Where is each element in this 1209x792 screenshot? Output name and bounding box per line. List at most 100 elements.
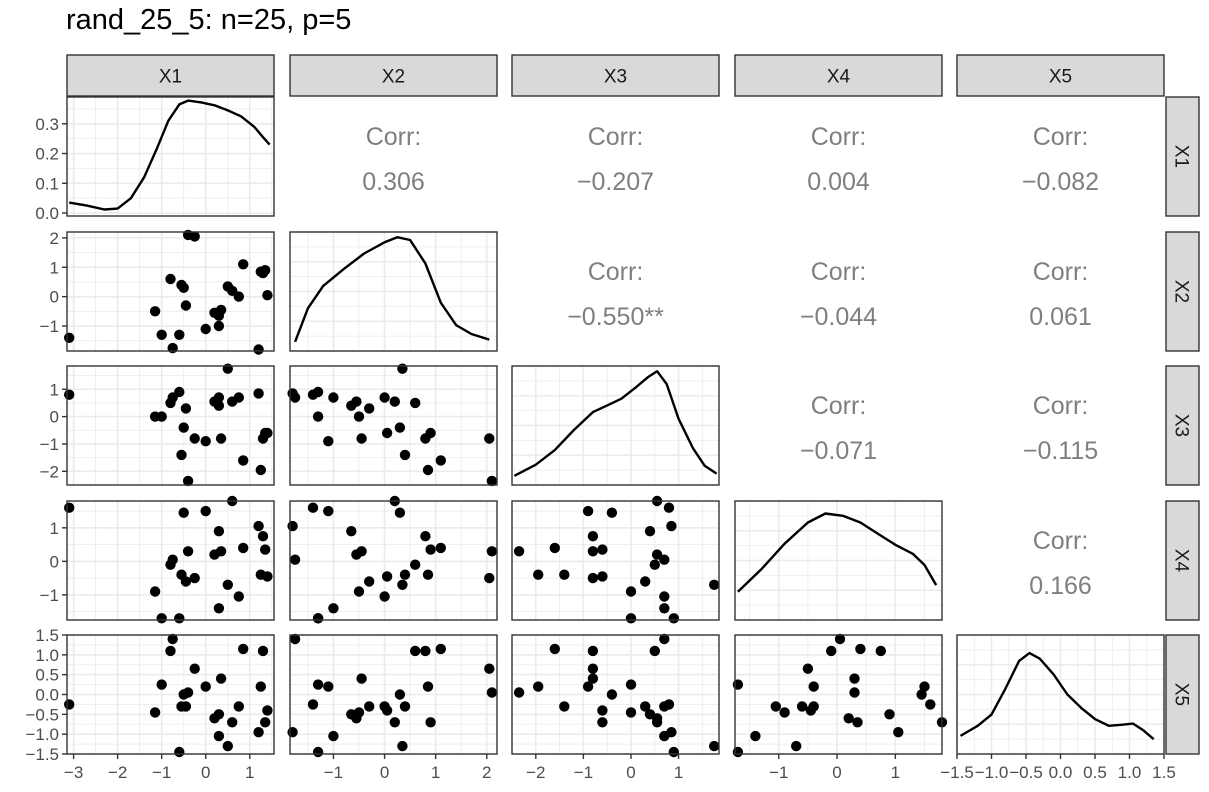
- scatter-point: [843, 713, 854, 724]
- top-strip-label: X2: [382, 67, 405, 88]
- scatter-point: [287, 727, 298, 738]
- scatter-point: [253, 344, 264, 355]
- y-tick-label: −2: [40, 462, 59, 481]
- right-strip-x5: [1165, 634, 1200, 755]
- scatter-point: [486, 687, 498, 698]
- scatter-point: [389, 396, 400, 407]
- scatter-point: [233, 701, 244, 712]
- scatter-point: [802, 663, 814, 674]
- density-line-x3: [513, 370, 718, 477]
- scatter-point: [397, 740, 408, 752]
- scatter-point: [213, 400, 225, 411]
- scatter-point: [666, 520, 677, 532]
- y-tick-label: 1: [50, 519, 59, 538]
- scatter-point: [587, 572, 599, 584]
- y-tick-label: 0.3: [35, 115, 59, 134]
- scatter-point: [255, 681, 266, 692]
- x-tick-label: 1: [431, 763, 440, 782]
- scatter-point: [63, 502, 75, 513]
- right-strip-x4: [1165, 500, 1200, 621]
- scatter-point: [425, 717, 436, 728]
- scatter-point: [549, 643, 560, 655]
- scatter-point: [651, 549, 663, 560]
- scatter-point: [513, 687, 525, 698]
- scatter-point: [659, 701, 670, 712]
- scatter-point: [167, 342, 178, 354]
- y-tick-label: 2: [50, 229, 59, 248]
- y-tick-label: 1.5: [35, 626, 59, 645]
- panel-bg: [512, 501, 719, 620]
- scatter-point: [649, 559, 660, 570]
- axes-layer: 0.00.10.20.3−1012−2−101−101−1.5−1.0−0.50…: [25, 115, 1175, 782]
- scatter-point: [770, 701, 781, 712]
- scatter-point: [849, 687, 860, 698]
- scatter-point: [640, 701, 651, 712]
- x-tick-label: −0.5: [1009, 763, 1043, 782]
- panel-border: [66, 231, 275, 352]
- x-tick-label: 0: [201, 763, 210, 782]
- scatter-point: [855, 643, 866, 655]
- scatter-point: [625, 586, 637, 597]
- scatter-point: [582, 505, 594, 517]
- scatter-point: [849, 673, 860, 684]
- scatter-point: [381, 427, 393, 439]
- corr-value: −0.115: [1023, 437, 1098, 465]
- y-tick-label: 1.0: [35, 646, 59, 665]
- scatter-point: [156, 679, 167, 690]
- scatter-point: [287, 388, 298, 399]
- scatter-point: [233, 291, 244, 302]
- scatter-point: [257, 531, 269, 542]
- scatter-point: [238, 643, 249, 655]
- scatter-point: [238, 455, 249, 466]
- corr-value: −0.082: [1022, 168, 1099, 196]
- scatter-point: [178, 282, 189, 293]
- scatter-point: [174, 329, 185, 340]
- grid-r0-c0: [67, 97, 274, 216]
- y-tick-label: −1: [40, 586, 59, 605]
- scatter-point: [420, 645, 431, 657]
- x-tick-label: 1: [245, 763, 254, 782]
- scatter-point: [644, 709, 656, 720]
- top-strip-x4: [734, 54, 943, 97]
- x-tick-label: 2: [482, 763, 491, 782]
- scatter-point: [262, 705, 273, 716]
- scatter-point: [925, 699, 936, 710]
- right-strip-x3: [1165, 365, 1200, 486]
- scatter-point: [262, 571, 273, 582]
- right-strip-label: X5: [1171, 683, 1192, 706]
- scatter-point: [663, 502, 675, 513]
- scatter-point: [513, 546, 525, 557]
- scatter-point: [597, 571, 608, 582]
- scatter-point: [312, 679, 324, 690]
- scatter-point: [486, 475, 498, 487]
- scatter-point: [916, 689, 927, 700]
- scatter-point: [215, 304, 227, 316]
- scatter-point: [346, 709, 357, 720]
- chart-title: rand_25_5: n=25, p=5: [66, 4, 352, 36]
- corr-value: 0.004: [807, 168, 870, 196]
- scatter-point: [486, 546, 498, 557]
- right-strip-x1: [1165, 96, 1200, 217]
- density-line-x1: [68, 99, 271, 211]
- scatter-point: [346, 526, 357, 537]
- scatter-point: [253, 388, 264, 399]
- corr-label: Corr:: [811, 123, 867, 151]
- scatter-point: [394, 507, 406, 518]
- scatter-point: [180, 403, 192, 414]
- scatter-point: [328, 392, 339, 403]
- scatter-point: [649, 645, 660, 657]
- scatter-point: [834, 633, 846, 645]
- right-strip-x2: [1165, 231, 1200, 352]
- scatter-point: [389, 717, 400, 728]
- y-tick-label: −1: [40, 317, 59, 336]
- scatter-point: [165, 273, 176, 285]
- scatter-point: [174, 613, 185, 624]
- scatter-point: [167, 633, 178, 645]
- scatter-point: [260, 717, 271, 728]
- scatter-point: [253, 520, 264, 532]
- grid-r3-c1: [290, 501, 497, 620]
- scatter-point: [200, 505, 211, 517]
- scatter-point: [732, 679, 744, 690]
- scatter-point: [381, 705, 393, 716]
